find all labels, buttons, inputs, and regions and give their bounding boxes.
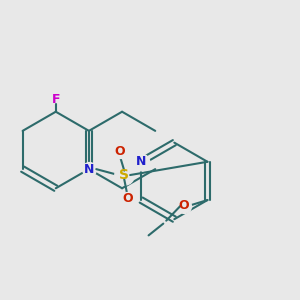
Text: O: O <box>178 200 189 212</box>
Text: S: S <box>119 168 129 182</box>
Text: N: N <box>136 155 146 168</box>
Text: O: O <box>115 145 125 158</box>
Text: N: N <box>84 163 94 176</box>
Text: F: F <box>52 93 60 106</box>
Text: O: O <box>122 192 133 205</box>
